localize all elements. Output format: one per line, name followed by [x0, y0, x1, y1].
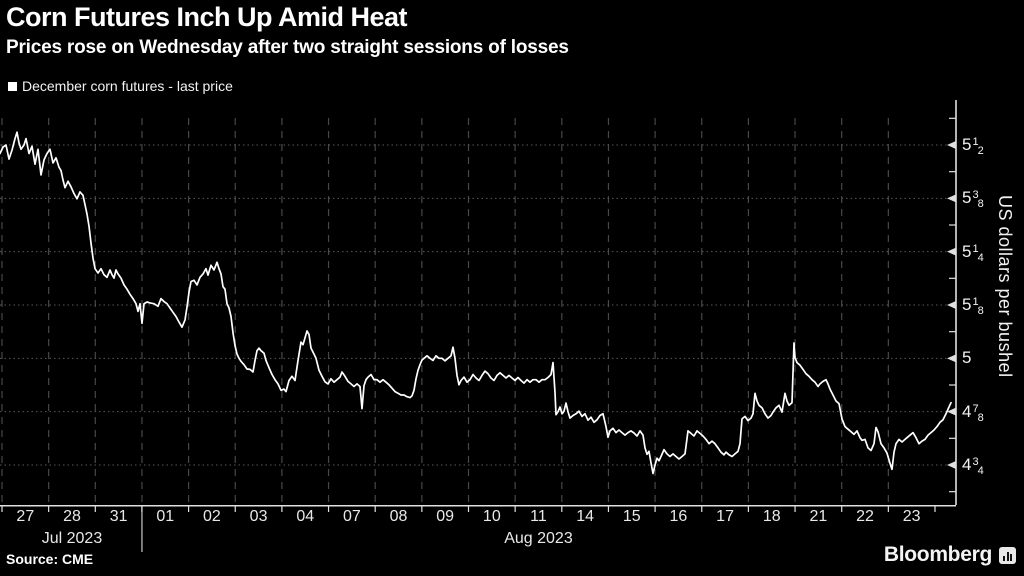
y-axis-tick-label: 538	[962, 188, 984, 211]
x-axis-day-label: 03	[249, 508, 268, 525]
x-axis-day-label: 22	[856, 508, 874, 525]
legend-swatch-icon	[8, 81, 17, 91]
x-axis-month-label: Aug 2023	[504, 530, 573, 547]
x-axis-month-label: Jul 2023	[41, 530, 103, 547]
y-axis-major-tick	[947, 194, 956, 203]
bloomberg-terminal-icon	[999, 546, 1016, 564]
x-axis-day-label: 04	[296, 508, 315, 525]
x-axis-day-label: 23	[902, 508, 921, 525]
y-axis-major-tick	[947, 407, 956, 416]
x-axis-day-label: 27	[16, 508, 35, 525]
y-axis-tick-label: 512	[962, 135, 984, 157]
x-axis-day-label: 10	[482, 508, 501, 525]
legend: December corn futures - last price	[8, 78, 233, 94]
source-attribution: Source: CME	[6, 551, 94, 567]
x-axis-day-label: 11	[530, 508, 547, 525]
y-axis-tick-label: 5	[962, 348, 972, 368]
x-axis-day-label: 09	[436, 508, 455, 525]
price-line-series	[0, 131, 952, 475]
y-axis-tick-label: 518	[962, 295, 984, 317]
y-axis-tick-label: 514	[962, 241, 984, 264]
x-axis-day-label: 21	[809, 508, 828, 525]
y-axis-major-tick	[947, 461, 956, 469]
legend-label: December corn futures - last price	[22, 78, 233, 94]
y-axis-title: US dollars per bushel	[995, 195, 1015, 378]
x-axis-day-label: 02	[203, 508, 221, 525]
x-axis-day-label: 18	[762, 508, 781, 525]
page-title: Corn Futures Inch Up Amid Heat	[6, 2, 408, 32]
x-axis-day-label: 07	[342, 508, 361, 525]
x-axis-day-label: 16	[669, 508, 688, 525]
bloomberg-branding: Bloomberg	[884, 543, 1016, 567]
x-axis-day-label: 17	[716, 508, 734, 525]
y-axis-tick-label: 478	[962, 401, 984, 424]
x-axis-day-label: 31	[109, 508, 128, 525]
x-axis-day-label: 08	[389, 508, 408, 525]
y-axis-major-tick	[947, 247, 956, 256]
y-axis-tick-label: 434	[962, 455, 984, 477]
x-axis-day-label: 28	[63, 508, 81, 525]
x-axis-day-label: 15	[622, 508, 641, 525]
y-axis-major-tick	[947, 141, 956, 149]
y-axis-major-tick	[947, 354, 956, 363]
x-axis-day-label: 14	[576, 508, 595, 525]
x-axis-day-label: 01	[156, 508, 175, 525]
page-subtitle: Prices rose on Wednesday after two strai…	[6, 37, 569, 58]
bloomberg-wordmark: Bloomberg	[883, 543, 992, 566]
y-axis-major-tick	[947, 301, 956, 309]
